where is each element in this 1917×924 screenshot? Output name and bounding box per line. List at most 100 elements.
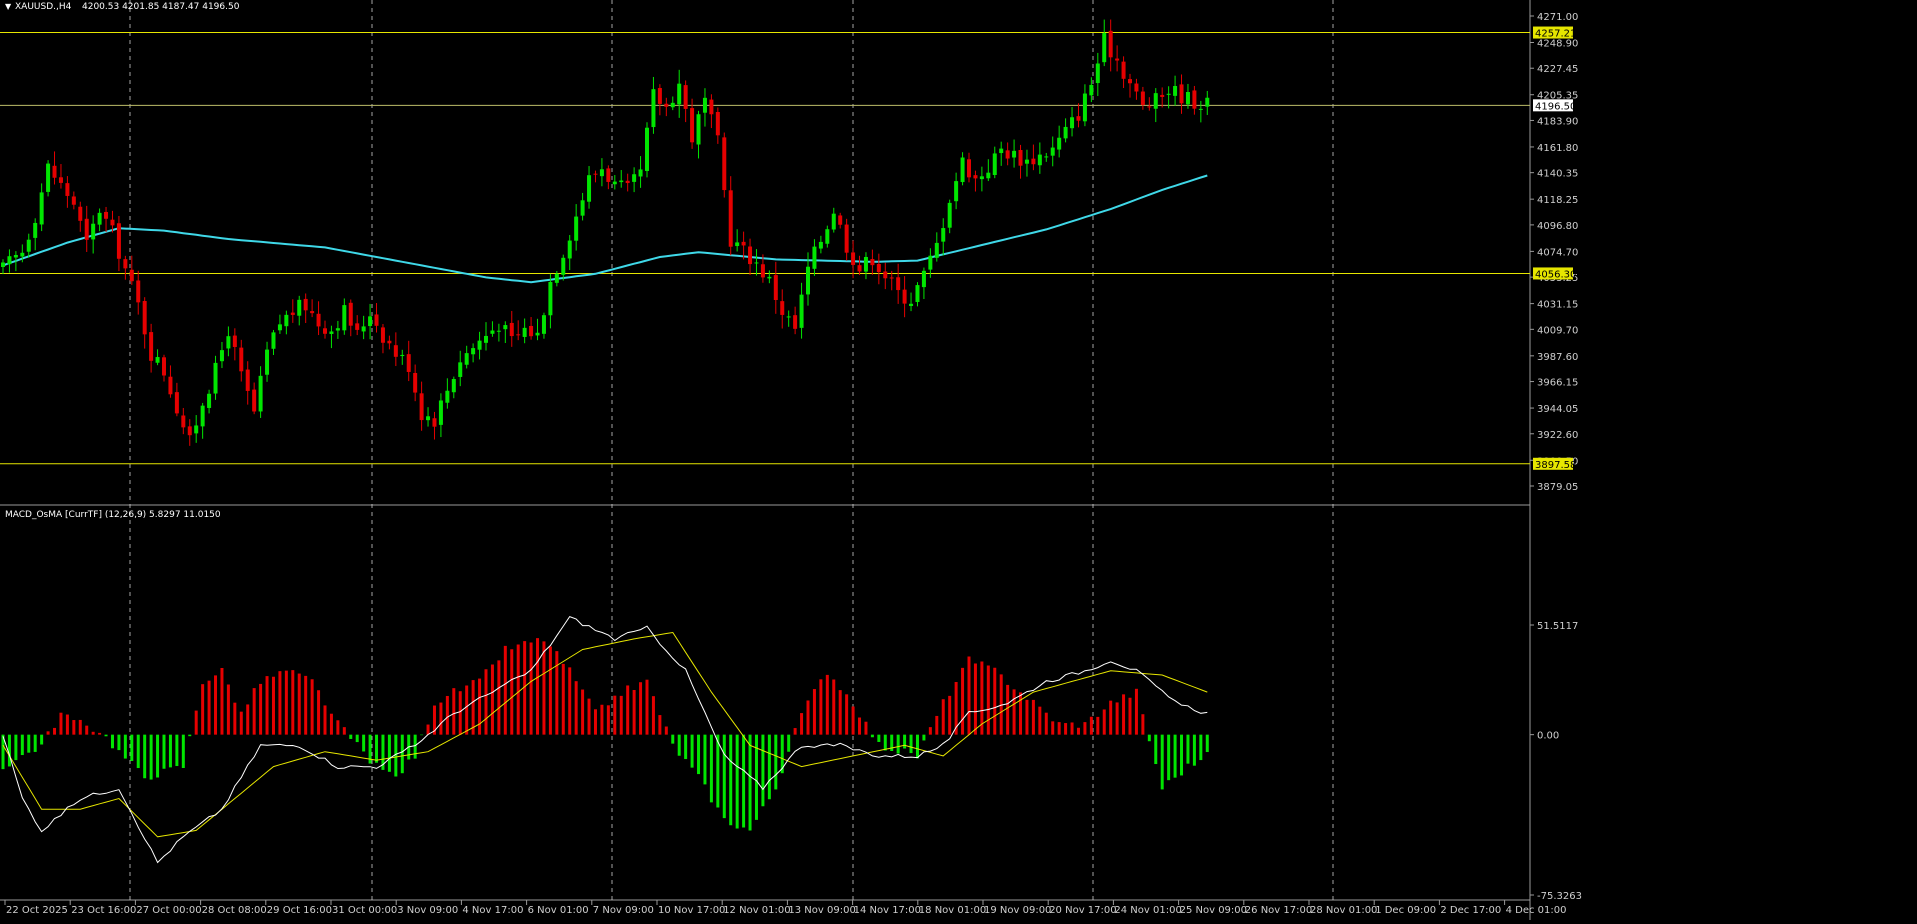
candle[interactable] [155, 349, 160, 366]
candle[interactable] [735, 229, 740, 252]
candle[interactable] [393, 332, 398, 367]
candle[interactable] [1070, 107, 1075, 137]
candle[interactable] [773, 261, 778, 314]
candle[interactable] [645, 122, 649, 178]
candle[interactable] [78, 201, 83, 232]
candle[interactable] [348, 299, 353, 337]
candle[interactable] [657, 84, 662, 116]
candle[interactable] [1134, 78, 1139, 100]
candle[interactable] [20, 244, 25, 263]
candle[interactable] [252, 382, 257, 415]
candle[interactable] [451, 376, 456, 399]
candle[interactable] [973, 170, 978, 192]
candle[interactable] [1005, 142, 1010, 166]
candle[interactable] [986, 159, 991, 182]
candle[interactable] [651, 76, 656, 134]
candle[interactable] [664, 97, 669, 117]
candle[interactable] [245, 361, 250, 405]
candle[interactable] [1121, 56, 1126, 89]
candle[interactable] [606, 165, 611, 190]
candle[interactable] [419, 381, 424, 431]
candle[interactable] [1166, 86, 1171, 109]
candle[interactable] [580, 192, 585, 221]
candle[interactable] [1031, 144, 1036, 171]
candle[interactable] [110, 210, 115, 233]
candle[interactable] [200, 402, 205, 439]
candle[interactable] [1044, 152, 1049, 162]
candle[interactable] [207, 389, 212, 414]
candle[interactable] [851, 240, 856, 279]
candle[interactable] [297, 295, 302, 326]
candle[interactable] [554, 270, 559, 287]
candle[interactable] [33, 218, 38, 251]
candle[interactable] [1037, 142, 1042, 174]
candle[interactable] [1153, 88, 1158, 123]
candle[interactable] [1102, 19, 1107, 67]
candle[interactable] [316, 301, 321, 336]
moving-average-line[interactable] [2, 174, 1208, 284]
candle[interactable] [13, 251, 18, 272]
candle[interactable] [387, 335, 392, 350]
candle[interactable] [844, 218, 849, 261]
candle[interactable] [406, 340, 411, 382]
macd-signal-line[interactable] [2, 631, 1208, 838]
candle[interactable] [799, 282, 804, 339]
candle[interactable] [464, 345, 469, 369]
candle[interactable] [368, 303, 373, 340]
candle[interactable] [91, 215, 96, 254]
candle[interactable] [458, 350, 463, 387]
candle[interactable] [1128, 73, 1132, 98]
candle[interactable] [277, 314, 282, 334]
candle[interactable] [181, 407, 186, 435]
candle[interactable] [760, 254, 765, 283]
candle[interactable] [84, 205, 89, 252]
candle[interactable] [870, 249, 875, 275]
candle[interactable] [413, 364, 418, 402]
candle[interactable] [426, 407, 431, 427]
candle[interactable] [496, 323, 501, 342]
candle[interactable] [967, 152, 971, 183]
candle[interactable] [902, 276, 907, 318]
candle[interactable] [599, 158, 604, 187]
candle[interactable] [162, 354, 166, 382]
candle[interactable] [818, 235, 823, 254]
candle[interactable] [715, 107, 720, 144]
candle[interactable] [529, 317, 534, 340]
candle[interactable] [677, 69, 682, 118]
candle[interactable] [1024, 149, 1029, 177]
candle[interactable] [541, 312, 546, 339]
candle[interactable] [271, 329, 276, 355]
candle[interactable] [149, 323, 154, 373]
candle[interactable] [638, 156, 643, 188]
candle[interactable] [1179, 74, 1184, 114]
candle[interactable] [561, 254, 566, 281]
candle[interactable] [310, 299, 315, 318]
candle[interactable] [928, 248, 933, 278]
candle[interactable] [484, 322, 488, 351]
candle[interactable] [400, 349, 405, 365]
candle[interactable] [1147, 97, 1152, 111]
candle[interactable] [65, 176, 70, 208]
candle[interactable] [786, 310, 791, 327]
candle[interactable] [116, 215, 121, 272]
candle[interactable] [670, 96, 675, 111]
candle[interactable] [863, 252, 868, 280]
candle[interactable] [593, 170, 598, 183]
candle[interactable] [947, 199, 952, 234]
candle[interactable] [509, 310, 514, 347]
candle[interactable] [136, 270, 141, 315]
candle[interactable] [780, 289, 785, 329]
candle[interactable] [934, 232, 939, 262]
macd-main-line[interactable] [2, 615, 1208, 864]
candle[interactable] [104, 206, 109, 233]
candle[interactable] [999, 141, 1004, 166]
candle[interactable] [194, 415, 199, 443]
candle[interactable] [548, 273, 553, 329]
candle[interactable] [226, 326, 231, 357]
candle[interactable] [174, 382, 179, 417]
candle[interactable] [290, 299, 295, 323]
candle[interactable] [838, 212, 843, 229]
candle[interactable] [52, 151, 57, 185]
candle[interactable] [812, 239, 817, 276]
